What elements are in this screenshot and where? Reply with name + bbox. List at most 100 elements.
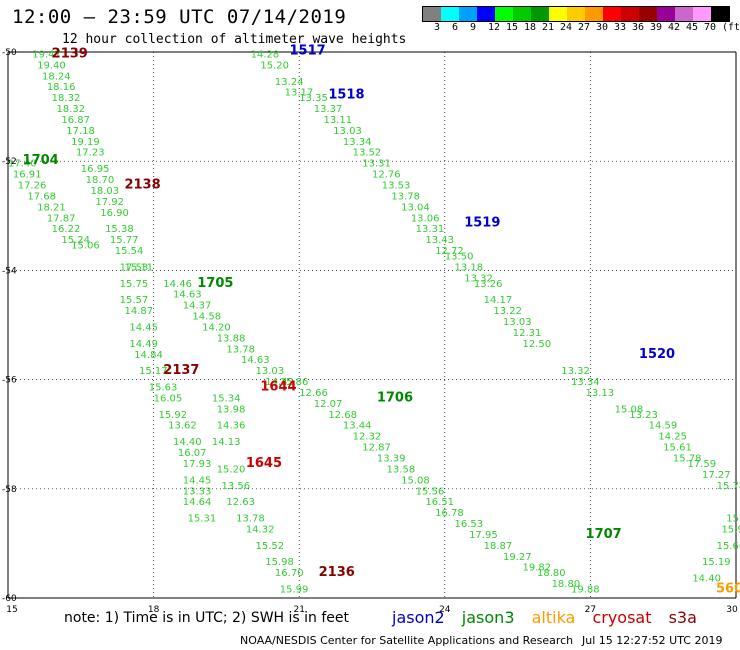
swh-value: 18.24 [42,71,71,82]
swh-value: 15.98 [265,557,294,568]
swh-value: 16.53 [455,519,484,530]
legend-label: 15 [506,22,519,33]
swh-value: 13.56 [222,481,251,492]
x-tick-label: 24 [439,605,451,615]
track-label: 1645 [246,456,282,471]
swh-value: 14.36 [217,421,246,432]
swh-value: 16.95 [81,164,110,175]
track-label: 2136 [319,565,355,580]
track-label: 1517 [289,44,325,59]
swh-value: 15.63 [149,383,178,394]
legend-label: 27 [578,22,591,33]
track-label: 2138 [124,178,160,193]
legend-swatch [675,7,693,21]
swh-value: 15.57 [120,295,149,306]
axis-ticks-layer: 15 18 21 24 27 30-50-52-54-56-58-60 [2,48,738,615]
swh-value: 18.03 [91,186,120,197]
sat-jason3: jason3 [461,608,515,627]
swh-value: 18.16 [47,82,76,93]
swh-value: 14.28 [251,49,280,60]
swh-value: 13.62 [168,421,197,432]
swh-value: 12.76 [372,170,401,181]
swh-value: 13.98 [217,404,246,415]
track-label: 2137 [163,363,199,378]
swh-value: 14.64 [183,497,212,508]
swh-value: 13.34 [343,137,372,148]
legend-swatch [603,7,621,21]
legend-label: 33 [614,22,627,33]
legend-label: 36 [632,22,645,33]
swh-value: 13.31 [362,159,391,170]
swh-value: 13.03 [333,126,362,137]
legend-label: (ft) [722,22,740,33]
swh-value: 13.04 [401,202,430,213]
x-tick-label: 27 [585,605,596,615]
legend-swatch [711,7,729,21]
swh-value: 17.59 [687,459,716,470]
swh-value: 17.40 [8,159,37,170]
swh-value: 15.34 [212,393,241,404]
swh-value: 15.11 [124,262,153,273]
swh-value: 15.92 [158,410,187,421]
swh-value: 12.07 [314,399,343,410]
legend-label: 18 [524,22,537,33]
swh-value: 19.82 [522,563,551,574]
swh-value: 14.40 [173,437,202,448]
swh-value: 15.78 [673,454,702,465]
swh-value: 15.20 [217,464,246,475]
swh-value: 17.27 [702,470,731,481]
swh-value: 13.34 [571,377,600,388]
legend-swatch [621,7,639,21]
map-grid [7,51,737,599]
swh-value: 13.18 [455,262,484,273]
track-label: 1706 [377,390,413,405]
swh-value: 13.78 [391,191,420,202]
swh-value: 19.47 [32,49,61,60]
swh-value: 13.37 [314,104,343,115]
swh-value: 16.91 [13,170,42,181]
swh-value: 13.13 [586,388,615,399]
swh-value: 18.32 [57,104,86,115]
track-label: 1704 [23,153,59,168]
swh-value: 16.05 [154,393,183,404]
legend-swatch [531,7,549,21]
legend-label: 9 [470,22,477,33]
swh-value: 14.40 [692,574,721,585]
swh-value: 15.99 [280,585,309,596]
swh-value: 13.52 [353,148,382,159]
swh-value: 16.90 [100,208,129,219]
y-tick-label: -52 [2,157,17,167]
legend-swatch [657,7,675,21]
track-label: 1707 [586,527,622,542]
swh-value: 15.77 [110,235,139,246]
swh-value: 16.78 [435,508,464,519]
swh-value: 14.20 [202,322,231,333]
track-label: 560 [716,582,740,597]
swh-value: 15.06 [71,241,100,252]
swh-value: 17.26 [18,181,47,192]
x-tick-label: 18 [148,605,160,615]
swh-value: 13.03 [256,366,285,377]
legend-swatch [567,7,585,21]
swh-value: 16.51 [425,497,454,508]
swh-value: 15.7 [726,514,740,525]
swh-value: 14.63 [173,290,202,301]
swh-value: 14.13 [212,437,241,448]
y-tick-label: -56 [2,376,17,386]
swh-value: 12.50 [522,339,551,350]
legend-label: 12 [488,22,501,33]
satellite-legend: jason2 jason3 altika cryosat s3a [392,608,709,627]
swh-value: 13.33 [183,486,212,497]
legend-label: 30 [596,22,609,33]
swh-value: 17.92 [95,197,124,208]
swh-value: 12.72 [435,246,464,257]
swh-value: 14.17 [484,295,513,306]
swh-value: 15.56 [416,486,445,497]
swh-value: 13.23 [629,410,658,421]
swh-value: 17.53 [120,262,149,273]
swh-value: 15.08 [615,404,644,415]
swh-value: 13.43 [425,235,454,246]
x-tick-label: 21 [293,605,304,615]
legend-swatch [585,7,603,21]
swh-value: 12.63 [226,497,255,508]
